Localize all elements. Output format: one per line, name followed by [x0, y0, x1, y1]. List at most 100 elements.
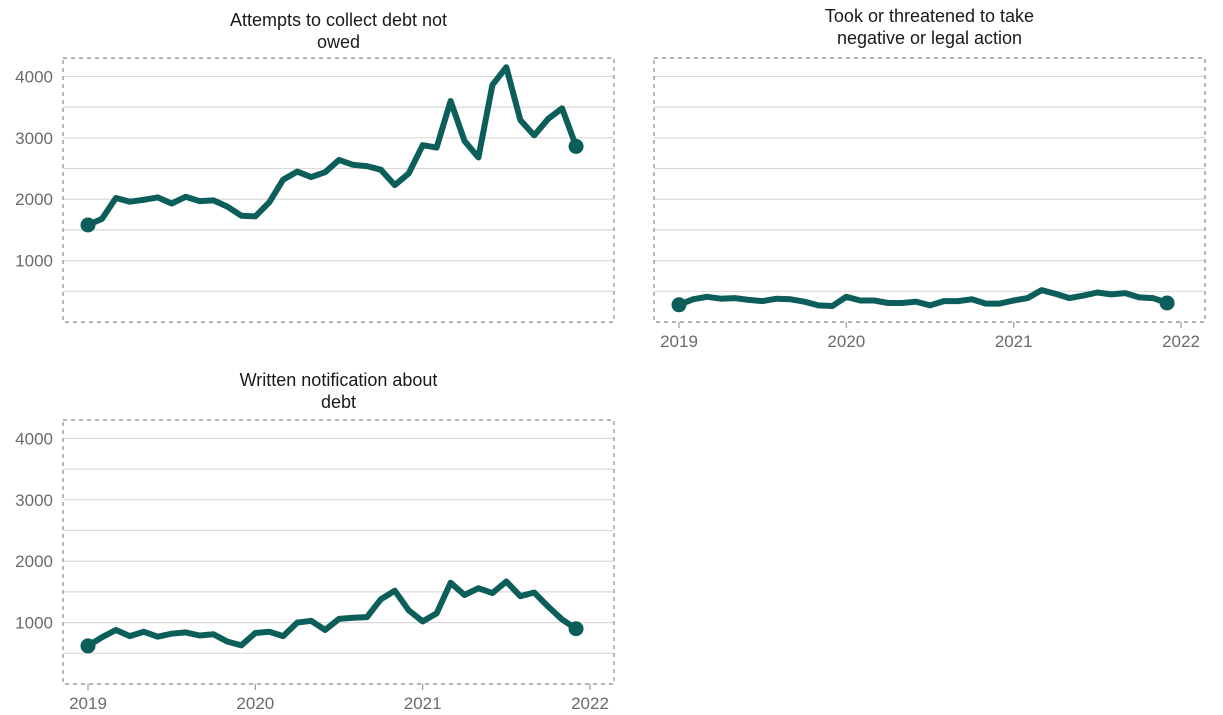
endpoint-marker [80, 217, 96, 233]
data-point [449, 581, 453, 585]
data-point [407, 608, 411, 612]
data-point [337, 617, 341, 621]
data-point [914, 300, 918, 304]
y-tick-label: 3000 [15, 129, 53, 148]
data-point [574, 144, 578, 148]
data-point [267, 630, 271, 634]
x-tick-label: 2022 [1162, 332, 1200, 351]
data-point [435, 146, 439, 150]
y-tick-label: 3000 [15, 491, 53, 510]
data-point [816, 303, 820, 307]
data-point [128, 200, 132, 204]
data-point [365, 164, 369, 168]
data-point [295, 170, 299, 174]
data-point [128, 634, 132, 638]
data-point [239, 214, 243, 218]
data-point [476, 586, 480, 590]
x-tick-label: 2019 [69, 694, 107, 713]
data-point [225, 205, 229, 209]
panel-title-line: owed [317, 32, 360, 52]
panel-frame [62, 419, 615, 685]
data-point [761, 299, 765, 303]
series-line [676, 287, 1171, 309]
data-point [156, 195, 160, 199]
data-point [998, 302, 1002, 306]
data-point [295, 621, 299, 625]
y-tick-label: 2000 [15, 552, 53, 571]
data-point [253, 214, 257, 218]
data-point [560, 618, 564, 622]
data-point [281, 634, 285, 638]
data-point [719, 297, 723, 301]
data-point [1109, 292, 1113, 296]
data-point [1026, 296, 1030, 300]
data-point [309, 175, 313, 179]
data-point [449, 99, 453, 103]
data-point [830, 304, 834, 308]
data-point [184, 195, 188, 199]
data-point [504, 579, 508, 583]
data-point [1123, 291, 1127, 295]
data-point [546, 117, 550, 121]
data-point [100, 635, 104, 639]
y-tick-label: 4000 [15, 67, 53, 86]
data-point [504, 65, 508, 69]
data-point [463, 593, 467, 597]
data-point [86, 644, 90, 648]
y-tick-label: 1000 [15, 252, 53, 271]
data-point [435, 611, 439, 615]
data-point [872, 299, 876, 303]
data-point [281, 178, 285, 182]
data-point [803, 300, 807, 304]
data-point [114, 628, 118, 632]
data-point [142, 630, 146, 634]
data-point [393, 183, 397, 187]
data-point [212, 632, 216, 636]
data-point [775, 297, 779, 301]
data-point [789, 297, 793, 301]
data-point [170, 632, 174, 636]
data-point [560, 106, 564, 110]
data-point [677, 303, 681, 307]
x-tick-label: 2021 [404, 694, 442, 713]
data-point [142, 198, 146, 202]
data-point [100, 217, 104, 221]
data-point [114, 196, 118, 200]
panel-title-line: Took or threatened to take [825, 6, 1034, 26]
series-line [85, 64, 580, 228]
data-point [198, 633, 202, 637]
data-point [184, 630, 188, 634]
endpoint-marker [568, 138, 584, 154]
data-point [490, 83, 494, 87]
x-tick-label: 2021 [995, 332, 1033, 351]
x-tick-label: 2020 [827, 332, 865, 351]
panel-title-line: Attempts to collect debt not [230, 10, 447, 30]
data-point [407, 171, 411, 175]
endpoint-marker [1159, 295, 1175, 311]
panel-frame [62, 57, 615, 323]
data-point [253, 631, 257, 635]
data-point [900, 301, 904, 305]
data-point [156, 635, 160, 639]
data-point [705, 295, 709, 299]
endpoint-marker [80, 638, 96, 654]
data-point [170, 202, 174, 206]
data-point [984, 302, 988, 306]
x-tick-label: 2019 [660, 332, 698, 351]
panel-title-line: Written notification about [240, 370, 438, 390]
data-point [323, 170, 327, 174]
data-point [970, 297, 974, 301]
data-point [490, 591, 494, 595]
data-point [309, 619, 313, 623]
y-tick-label: 1000 [15, 614, 53, 633]
data-point [1151, 296, 1155, 300]
data-point [267, 200, 271, 204]
endpoint-marker [568, 621, 584, 637]
panel-title-line: debt [321, 392, 356, 412]
panel-title-line: negative or legal action [837, 28, 1022, 48]
data-point [733, 296, 737, 300]
data-point [1095, 291, 1099, 295]
data-point [212, 198, 216, 202]
